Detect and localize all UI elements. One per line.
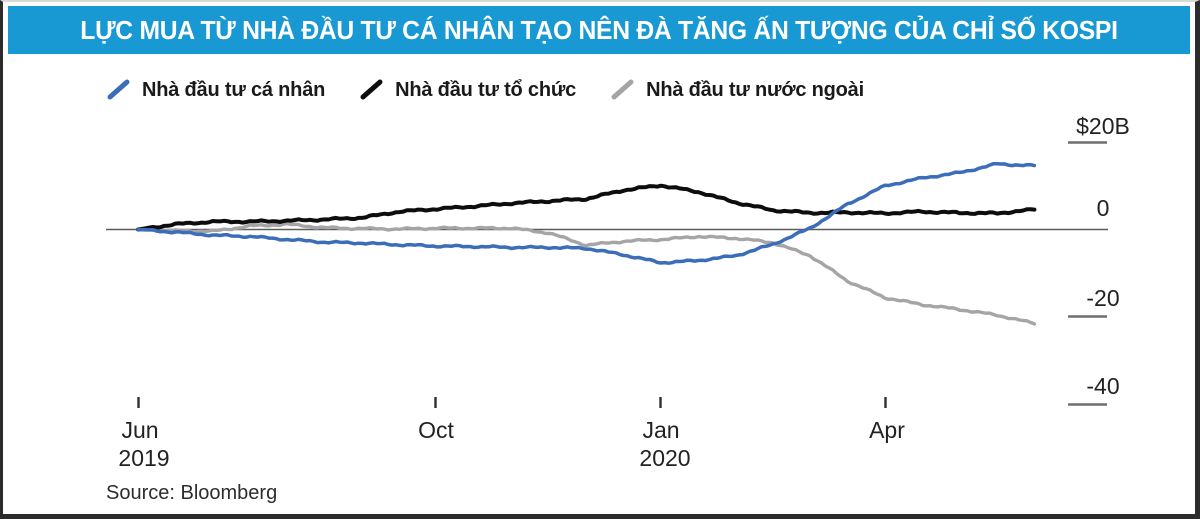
- y-axis-label-0: 0: [1096, 195, 1110, 221]
- y-axis-label-minus40: -40: [1086, 373, 1120, 399]
- x-axis-label-oct: Oct: [418, 417, 454, 443]
- series-line-foreign-investors: [136, 221, 1037, 326]
- legend-slash-icon: [360, 79, 383, 100]
- legend-item-individual-investors: Nhà đầu tư cá nhân: [106, 77, 325, 103]
- chart-canvas: [106, 141, 1108, 408]
- chart-title: LỰC MUA TỪ NHÀ ĐẦU TƯ CÁ NHÂN TẠO NÊN ĐÀ…: [80, 15, 1118, 45]
- chart-legend: Nhà đầu tư cá nhân Nhà đầu tư tổ chức Nh…: [106, 74, 864, 106]
- x-axis-label-2020: 2020: [639, 445, 691, 471]
- legend-label: Nhà đầu tư tổ chức: [395, 78, 577, 101]
- x-axis-label-jan: Jan: [642, 417, 680, 443]
- legend-label: Nhà đầu tư cá nhân: [142, 78, 326, 101]
- y-axis-label-20b: $20B: [1076, 113, 1130, 139]
- legend-slash-icon: [611, 79, 634, 100]
- source-credit: Source: Bloomberg: [106, 482, 278, 504]
- legend-item-institutional-investors: Nhà đầu tư tổ chức: [359, 77, 576, 103]
- legend-slash-icon: [107, 79, 130, 100]
- series-line-institutional-investors: [136, 183, 1037, 232]
- x-axis-label-jun: Jun: [121, 417, 159, 443]
- series-line-individual-investors: [136, 162, 1037, 265]
- legend-label: Nhà đầu tư nước ngoài: [646, 78, 864, 101]
- chart-title-banner: LỰC MUA TỪ NHÀ ĐẦU TƯ CÁ NHÂN TẠO NÊN ĐÀ…: [8, 6, 1190, 54]
- legend-item-foreign-investors: Nhà đầu tư nước ngoài: [610, 77, 864, 103]
- x-axis-label-apr: Apr: [869, 417, 905, 443]
- x-axis-label-2019: 2019: [118, 445, 170, 471]
- y-axis-label-minus20: -20: [1086, 285, 1120, 311]
